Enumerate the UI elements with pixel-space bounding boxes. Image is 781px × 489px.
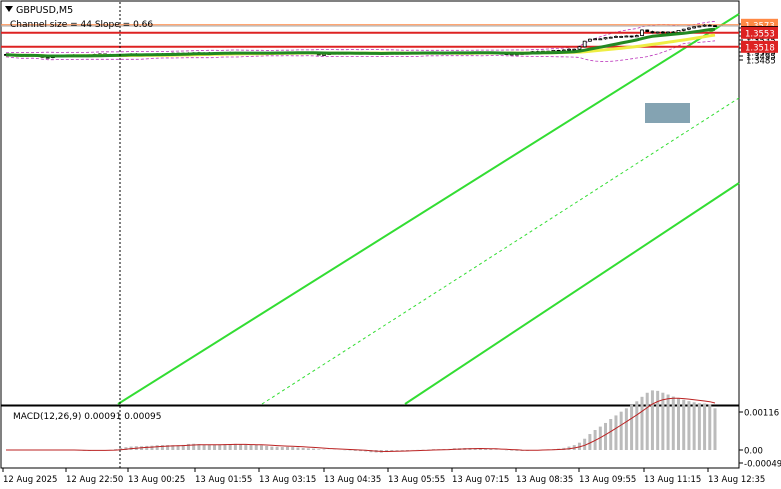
ma-fast-line (5, 27, 716, 58)
time-tick-label: 13 Aug 11:15 (644, 475, 701, 485)
channel-upper-line (117, 13, 740, 405)
candle-body (650, 31, 655, 34)
candle-body (707, 24, 712, 27)
bollinger-upper (5, 21, 716, 54)
price-tick-label: 1.3505 (746, 49, 776, 59)
candle-body (587, 38, 592, 42)
candle-body (577, 46, 582, 50)
candle-body (666, 31, 670, 34)
time-tick-label: 12 Aug 22:50 (66, 475, 123, 485)
channel-info: Channel size = 44 Slope = 0.66 (10, 20, 153, 30)
macd-title: MACD(12,26,9) 0.00091 0.00095 (13, 412, 162, 422)
price-tag-label: 1.3518 (745, 43, 775, 53)
channel-mid-line (261, 97, 740, 405)
candle-body (619, 36, 624, 38)
candle-body (645, 29, 650, 33)
time-tick-label: 13 Aug 05:55 (388, 475, 445, 485)
candle-body (702, 24, 707, 27)
candle-body (713, 25, 717, 28)
candle-body (629, 35, 634, 38)
candle-body (582, 40, 587, 48)
candle-body (660, 31, 665, 34)
candle-body (624, 35, 629, 38)
candle-body (572, 48, 577, 51)
price-tag-bg (741, 40, 778, 53)
price-tick-label: 1.3495 (746, 53, 776, 63)
macd-axis: 0.00116 0.00 -0.00049 (739, 409, 781, 470)
candle-body (598, 38, 603, 41)
macd-tick-label: 0.00116 (744, 409, 779, 419)
macd-signal-line (6, 397, 716, 453)
time-tick-label: 13 Aug 07:15 (452, 475, 509, 485)
channel-lower-line (404, 182, 740, 405)
bollinger-bands (5, 21, 716, 62)
macd-tick-label: 0.00 (744, 447, 763, 457)
price-tick-label: 1.3485 (746, 57, 776, 67)
symbol-label: GBPUSD,M5 (16, 5, 73, 16)
candle-body (655, 31, 660, 34)
price-tag-bg (741, 26, 778, 39)
time-tick-label: 13 Aug 00:25 (128, 475, 185, 485)
highlight-box (645, 103, 690, 123)
candle-body (567, 48, 571, 51)
time-axis: 12 Aug 2025 12 Aug 22:50 13 Aug 00:25 13 Au… (2, 468, 765, 485)
candle-body (640, 29, 644, 36)
candle-body (692, 26, 697, 29)
time-tick-label: 13 Aug 04:35 (324, 475, 381, 485)
candle-body (697, 25, 702, 28)
time-tick-label: 13 Aug 03:15 (259, 475, 316, 485)
price-pane (0, 0, 740, 406)
time-tick-label: 13 Aug 08:35 (516, 475, 573, 485)
price-tag-label: 1.3553 (745, 29, 775, 39)
candle-body (603, 37, 608, 40)
time-tick-label: 13 Aug 01:55 (195, 475, 252, 485)
candle-body (634, 35, 639, 38)
candle-body (614, 36, 618, 38)
candle-body (593, 38, 597, 41)
moving-averages (5, 27, 716, 58)
time-tick-label: 13 Aug 09:55 (579, 475, 636, 485)
candle-body (608, 36, 613, 39)
time-tick-label: 13 Aug 12:35 (708, 475, 765, 485)
macd-histogram (6, 390, 717, 453)
regression-channel (117, 13, 740, 405)
time-tick-label: 12 Aug 2025 (3, 475, 57, 485)
macd-tick-label: -0.00049 (744, 460, 781, 470)
candle-body (681, 28, 686, 31)
horizontal-levels (1, 24, 739, 48)
dropdown-arrow-icon[interactable] (5, 6, 13, 12)
bollinger-lower (5, 40, 716, 62)
candle-body (687, 27, 691, 30)
